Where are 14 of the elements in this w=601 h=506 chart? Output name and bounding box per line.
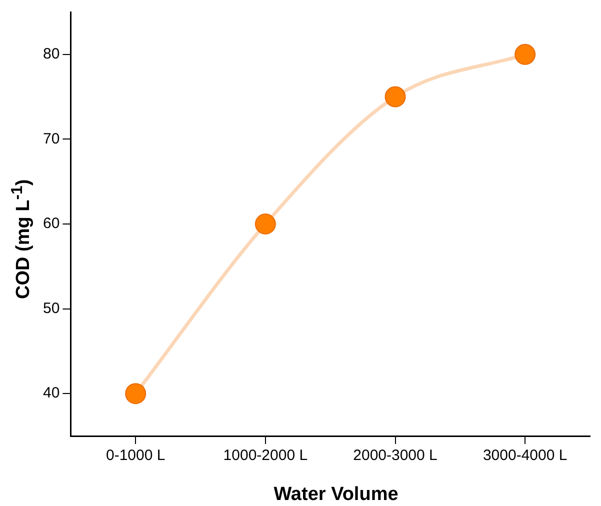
y-tick-label: 70 (42, 130, 60, 148)
y-tick-label: 60 (42, 215, 60, 232)
y-tick-label: 40 (42, 384, 60, 402)
x-tick-label: 3000-4000 L (482, 447, 568, 464)
point (125, 383, 146, 404)
point (254, 214, 276, 234)
x-tick-label: 2000-3000 L (353, 447, 438, 464)
x-tick-label: 1000-2000 L (223, 447, 308, 464)
y-tick-label: 50 (42, 300, 60, 317)
x-tick-label: 0-1000 L (106, 447, 166, 464)
x-axis-title: Water Volume (272, 484, 400, 506)
y-tick-label: 80 (42, 46, 60, 63)
point (384, 86, 406, 108)
point (514, 44, 536, 65)
